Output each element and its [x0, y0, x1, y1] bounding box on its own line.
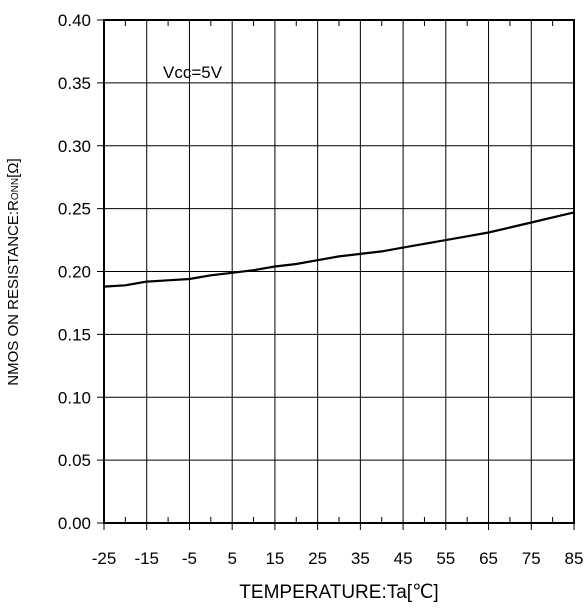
- x-axis-title: TEMPERATURE:Ta[℃]: [239, 582, 438, 603]
- y-tick-label: 0.35: [58, 74, 91, 93]
- x-tick-label: -25: [92, 549, 117, 568]
- x-tick-label: -15: [134, 549, 159, 568]
- y-axis-title-subscript: ONN: [10, 178, 21, 200]
- y-axis-title: NMOS ON RESISTANCE:RONN[Ω]: [5, 158, 22, 385]
- x-tick-label: -5: [182, 549, 197, 568]
- x-tick-label: 55: [436, 549, 455, 568]
- x-tick-label: 5: [227, 549, 236, 568]
- y-tick-label: 0.00: [58, 514, 91, 533]
- y-axis-title-main: NMOS ON RESISTANCE:R: [5, 200, 22, 386]
- x-tick-label: 35: [351, 549, 370, 568]
- x-tick-labels: -25 -15 -5 5 15 25 35 45 55 65 75 85: [92, 549, 584, 568]
- grid: [103, 19, 575, 524]
- series-line: [103, 211, 575, 288]
- y-tick-label: 0.10: [58, 388, 91, 407]
- y-tick-label: 0.15: [58, 325, 91, 344]
- y-axis-title-unit: [Ω]: [5, 158, 22, 178]
- x-tick-label: 75: [522, 549, 541, 568]
- annotation-vcc: Vcc=5V: [163, 63, 223, 82]
- y-tick-label: 0.40: [58, 11, 91, 30]
- y-tick-label: 0.25: [58, 200, 91, 219]
- x-tick-label: 45: [394, 549, 413, 568]
- x-tick-label: 85: [565, 549, 584, 568]
- x-tick-label: 65: [479, 549, 498, 568]
- y-tick-label: 0.05: [58, 451, 91, 470]
- y-tick-label: 0.30: [58, 137, 91, 156]
- y-tick-labels: 0.00 0.05 0.10 0.15 0.20 0.25 0.30 0.35 0.40: [58, 11, 91, 533]
- tick-marks: [97, 19, 575, 530]
- plot-frame: [103, 19, 575, 524]
- y-tick-label: 0.20: [58, 263, 91, 282]
- x-tick-label: 25: [308, 549, 327, 568]
- x-tick-label: 15: [265, 549, 284, 568]
